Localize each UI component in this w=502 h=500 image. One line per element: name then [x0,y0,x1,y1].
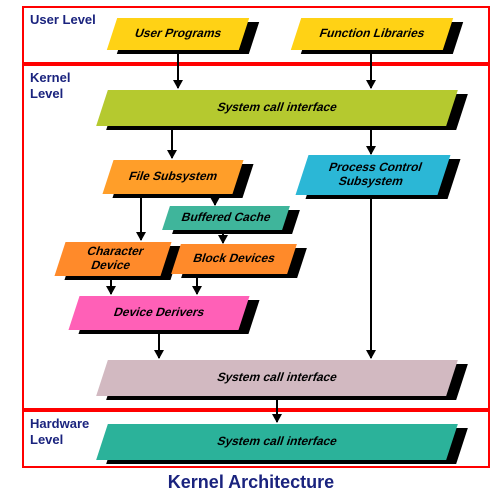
arrow [370,197,372,358]
node-label: Process Control Subsystem [296,155,451,195]
node-label: File Subsystem [102,160,243,194]
arrow [158,332,160,358]
section-label: User Level [30,12,96,28]
node-syscall-top: System call interface [102,90,452,126]
node-label: Character Device [54,242,171,276]
arrow [177,52,179,88]
node-label: System call interface [96,90,458,126]
node-buffered-cache: Buffered Cache [166,206,286,230]
arrow [140,196,142,240]
node-char-device: Character Device [60,242,166,276]
node-file-subsystem: File Subsystem [108,160,238,194]
node-process-ctrl: Process Control Subsystem [302,155,444,195]
node-label: Device Derivers [68,296,249,330]
node-syscall-bot: System call interface [102,424,452,460]
node-label: Block Devices [171,244,297,274]
node-label: User Programs [107,18,249,50]
node-block-devices: Block Devices [176,244,292,274]
node-label: Buffered Cache [162,206,290,230]
section-label: Kernel Level [30,70,70,101]
node-syscall-mid: System call interface [102,360,452,396]
section-label: Hardware Level [30,416,89,447]
diagram-title: Kernel Architecture [0,472,502,493]
arrow [370,52,372,88]
kernel-architecture-diagram: User Level Kernel Level Hardware Level U… [0,0,502,500]
arrow [276,398,278,422]
arrow [110,278,112,294]
node-user-programs: User Programs [112,18,244,50]
node-func-libs: Function Libraries [296,18,448,50]
node-device-drivers: Device Derivers [74,296,244,330]
node-label: System call interface [96,424,458,460]
arrow [171,128,173,158]
arrow [196,276,198,294]
node-label: Function Libraries [291,18,453,50]
node-label: System call interface [96,360,458,396]
arrow [370,128,372,154]
